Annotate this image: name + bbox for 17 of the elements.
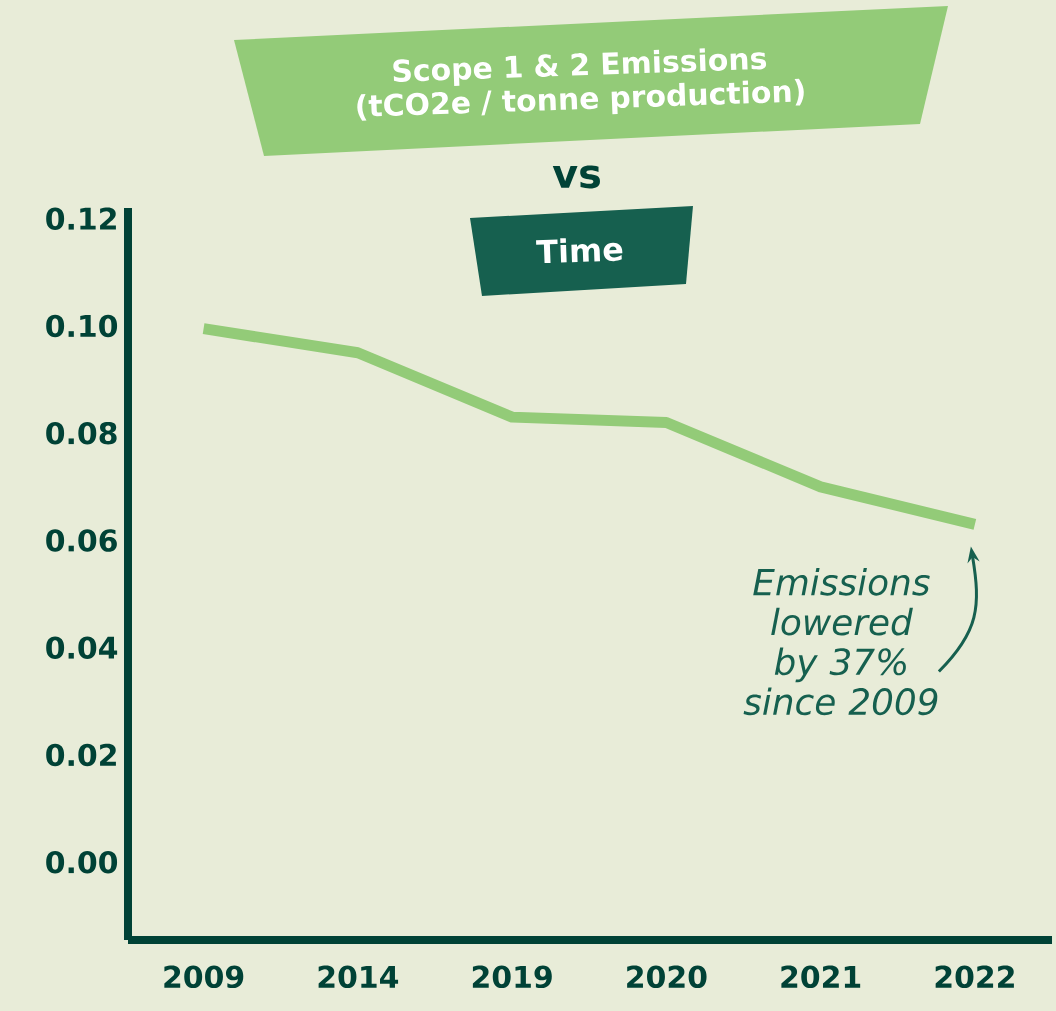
x-tick-label: 2020 bbox=[627, 965, 707, 989]
x-tick-label: 2022 bbox=[935, 965, 1014, 989]
chart-title: Scope 1 & 2 Emissions (tCO2e / tonne production) bbox=[357, 48, 804, 121]
annotation: Time bbox=[536, 238, 623, 264]
y-tick-label: 0.12 bbox=[46, 207, 116, 231]
x-tick-label: 2009 bbox=[164, 965, 244, 989]
y-tick-label: 0.10 bbox=[46, 314, 118, 338]
y-tick-label: 0.02 bbox=[46, 743, 116, 767]
x-tick-label: 2014 bbox=[318, 965, 399, 989]
x-tick-label: 2021 bbox=[781, 965, 861, 989]
chart-subtitle: vs bbox=[552, 165, 600, 189]
x-tick-label: 2019 bbox=[472, 965, 552, 989]
annotation: Emissions lowered by 37% since 2009 bbox=[743, 567, 938, 716]
y-tick-label: 0.04 bbox=[46, 636, 118, 660]
y-tick-label: 0.00 bbox=[46, 850, 118, 874]
y-tick-label: 0.08 bbox=[46, 421, 117, 445]
y-tick-label: 0.06 bbox=[46, 529, 117, 552]
